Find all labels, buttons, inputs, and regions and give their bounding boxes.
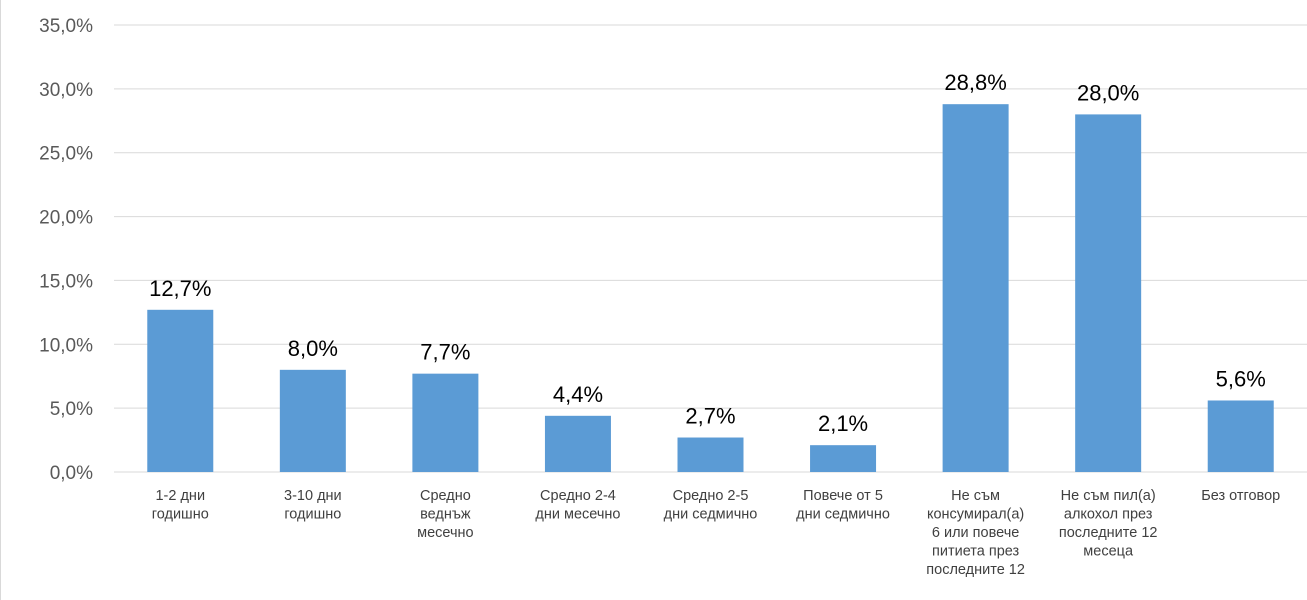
category-label: Повече от 5 дни седмично [796,488,890,523]
y-tick-label: 15,0% [39,271,93,292]
bar [279,369,346,472]
y-tick-label: 10,0% [39,335,93,356]
bar [1075,114,1142,473]
category-label: Не съм пил(а) алкохол през последните 12 ме… [1059,488,1158,560]
category-label-line: последните 12 [926,562,1025,578]
category-label-line: Средно 2-4 [540,488,616,504]
category-label-line: месечно [417,525,474,541]
data-label: 4,4% [553,382,603,407]
bar [677,437,744,472]
category-label: 1-2 дни годишно [152,488,209,523]
data-label: 2,7% [685,404,735,429]
category-label-line: Средно [420,488,471,504]
category-label: Средно веднъж месечно [417,488,474,541]
data-label: 8,0% [288,336,338,361]
category-label: Средно 2-5 дни седмично [664,488,758,523]
category-label-line: годишно [152,507,209,523]
category-label-line: Не съм [951,488,1000,504]
bar [942,104,1009,472]
category-label-line: 3-10 дни [284,488,342,504]
y-tick-label: 20,0% [39,208,93,229]
y-tick-label: 25,0% [39,144,93,165]
data-label: 2,1% [818,411,868,436]
category-label-line: дни седмично [664,507,758,523]
category-label-line: Не съм пил(а) [1061,488,1156,504]
bar [1207,400,1274,472]
y-tick-label: 30,0% [39,80,93,101]
bar [810,445,877,472]
category-label-line: 1-2 дни [155,488,205,504]
category-label-line: последните 12 [1059,525,1158,541]
y-tick-label: 5,0% [50,399,93,420]
bar [147,309,214,472]
y-tick-label: 0,0% [50,463,93,484]
data-label: 7,7% [420,340,470,365]
category-label-line: веднъж [420,507,471,523]
category-label: 3-10 дни годишно [284,488,342,523]
category-label-line: дни месечно [535,507,620,523]
data-label: 28,0% [1077,80,1139,105]
category-label-line: Средно 2-5 [673,488,749,504]
data-label: 12,7% [149,276,211,301]
category-label-line: 6 или повече [932,525,1019,541]
category-label-line: Повече от 5 [803,488,883,504]
category-label-line: алкохол през [1064,507,1153,523]
data-label: 28,8% [944,70,1006,95]
category-label-line: Без отговор [1201,488,1280,504]
category-label: Без отговор [1201,488,1280,504]
category-label: Средно 2-4 дни месечно [535,488,620,523]
bar [544,415,611,472]
y-tick-label: 35,0% [39,16,93,37]
bar [412,373,479,472]
category-label-line: консумирал(а) [927,507,1024,523]
category-label: Не съм консумирал(а) 6 или повече питиета п… [926,488,1025,578]
data-label: 5,6% [1216,366,1266,391]
category-label-line: питиета през [932,544,1020,560]
category-label-line: годишно [284,507,341,523]
category-label-line: дни седмично [796,507,890,523]
category-label-line: месеца [1083,544,1134,560]
